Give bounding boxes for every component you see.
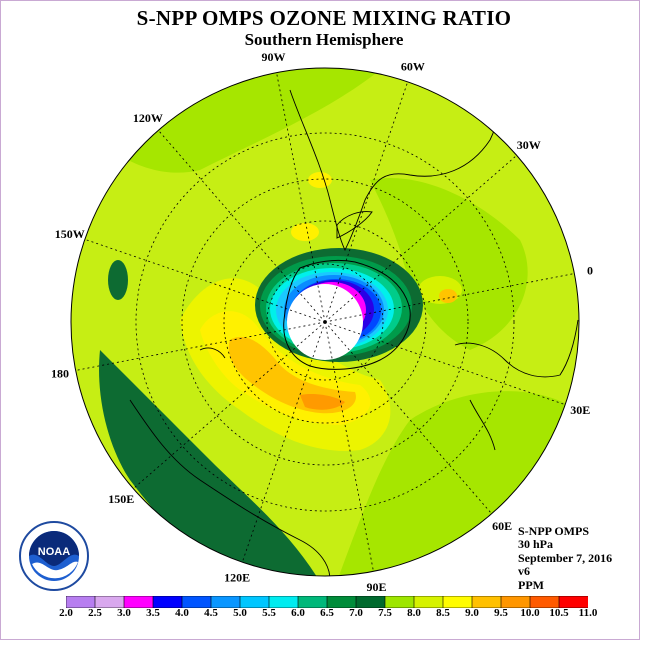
colorbar-swatch bbox=[558, 596, 588, 608]
meridian-line bbox=[84, 238, 326, 323]
colorbar-tick-label: 9.0 bbox=[465, 607, 479, 619]
africa-coast bbox=[454, 319, 579, 378]
colorbar-tick-label: 3.5 bbox=[146, 607, 160, 619]
longitude-label: 0 bbox=[587, 264, 593, 278]
meridian-line bbox=[276, 72, 326, 323]
meridian-line bbox=[324, 321, 374, 572]
field-7.5-region-north bbox=[370, 178, 528, 350]
new-zealand bbox=[199, 347, 226, 359]
map-border bbox=[70, 67, 580, 577]
antarctica-coast bbox=[283, 259, 411, 370]
colorbar-tick-label: 10.5 bbox=[549, 607, 569, 619]
longitude-label: 30E bbox=[570, 403, 590, 417]
south-america-coast bbox=[289, 79, 506, 252]
meridian-line bbox=[324, 321, 566, 406]
meridian-line bbox=[241, 321, 326, 563]
colorbar bbox=[66, 596, 588, 608]
meridian-line bbox=[158, 130, 326, 323]
colorbar-tick-label: 9.5 bbox=[494, 607, 508, 619]
longitude-label: 60E bbox=[492, 519, 512, 533]
info-block: S-NPP OMPS 30 hPa September 7, 2016 v6 P… bbox=[518, 524, 613, 592]
meridian-line bbox=[133, 321, 326, 489]
meridian-line bbox=[324, 321, 492, 514]
longitude-labels: 90W 60W 30W 0 30E 60E 90E 120E 150E 180 150W 120W bbox=[51, 50, 593, 594]
noaa-logo: NOAA bbox=[19, 521, 89, 591]
info-level: 30 hPa bbox=[518, 537, 554, 552]
field-8.5-spot-peninsula bbox=[291, 223, 319, 241]
colorbar-tick-label: 3.0 bbox=[117, 607, 131, 619]
noaa-logo-text: NOAA bbox=[38, 546, 70, 558]
longitude-label: 150E bbox=[108, 492, 134, 506]
colorbar-tick-label: 8.5 bbox=[436, 607, 450, 619]
colorbar-tick-label: 2.0 bbox=[59, 607, 73, 619]
colorbar-tick-label: 8.0 bbox=[407, 607, 421, 619]
colorbar-tick-label: 11.0 bbox=[578, 607, 598, 619]
longitude-label: 120E bbox=[224, 570, 250, 584]
field-7.0-spot-west bbox=[108, 260, 128, 300]
info-units: PPM bbox=[518, 577, 544, 592]
colorbar-tick-label: 7.5 bbox=[378, 607, 392, 619]
longitude-label: 30W bbox=[517, 138, 541, 152]
info-version: v6 bbox=[518, 564, 530, 579]
tierra-del-fuego bbox=[336, 211, 373, 239]
longitude-label: 180 bbox=[51, 367, 69, 381]
field-7.0-filament-west bbox=[99, 350, 330, 576]
field-9.0-region bbox=[228, 336, 356, 414]
map-subtitle: Southern Hemisphere bbox=[244, 30, 404, 49]
australia-coast bbox=[129, 399, 331, 576]
field-9.0-spot-east bbox=[439, 289, 457, 303]
latitude-grid bbox=[135, 132, 515, 512]
info-instrument: S-NPP OMPS bbox=[518, 524, 589, 538]
info-date: September 7, 2016 bbox=[518, 550, 613, 565]
colorbar-tick-label: 2.5 bbox=[88, 607, 102, 619]
colorbar-tick-label: 6.5 bbox=[320, 607, 334, 619]
longitude-label: 90E bbox=[366, 580, 386, 594]
colorbar-tick-label: 4.5 bbox=[204, 607, 218, 619]
colorbar-tick-label: 5.5 bbox=[262, 607, 276, 619]
longitude-label: 150W bbox=[55, 227, 85, 241]
colorbar-tick-label: 4.0 bbox=[175, 607, 189, 619]
meridian-line bbox=[324, 81, 409, 323]
field-8.5-spot-north bbox=[308, 172, 332, 188]
coastlines bbox=[129, 79, 579, 576]
colorbar-tick-label: 7.0 bbox=[349, 607, 363, 619]
meridian-line bbox=[324, 155, 517, 323]
meridian-line bbox=[75, 321, 326, 371]
colorbar-tick-label: 6.0 bbox=[291, 607, 305, 619]
meridian-grid bbox=[75, 72, 575, 572]
madagascar bbox=[469, 399, 496, 451]
field-9.5-region bbox=[300, 393, 345, 410]
longitude-label: 60W bbox=[401, 60, 425, 74]
colorbar-tick-label: 5.0 bbox=[233, 607, 247, 619]
longitude-label: 120W bbox=[133, 111, 163, 125]
meridian-line bbox=[324, 273, 575, 323]
map-title: S-NPP OMPS OZONE MIXING RATIO bbox=[136, 6, 512, 30]
longitude-label: 90W bbox=[262, 50, 286, 64]
colorbar-tick-label: 10.0 bbox=[520, 607, 540, 619]
south-pole-marker bbox=[323, 320, 327, 324]
